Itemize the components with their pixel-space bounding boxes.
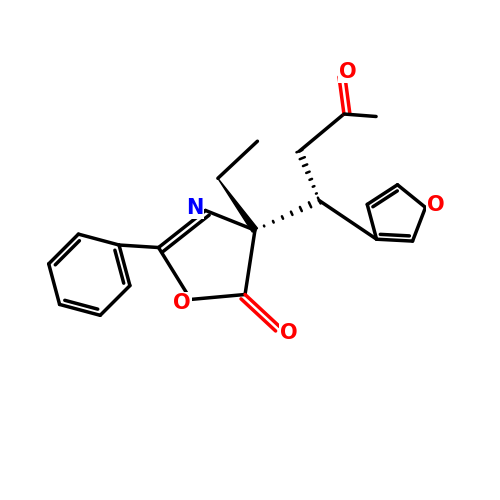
Polygon shape bbox=[218, 178, 258, 232]
Text: N: N bbox=[186, 198, 204, 218]
Text: O: O bbox=[339, 62, 356, 82]
Text: O: O bbox=[280, 322, 297, 342]
Text: O: O bbox=[173, 294, 190, 314]
Text: O: O bbox=[426, 195, 444, 215]
